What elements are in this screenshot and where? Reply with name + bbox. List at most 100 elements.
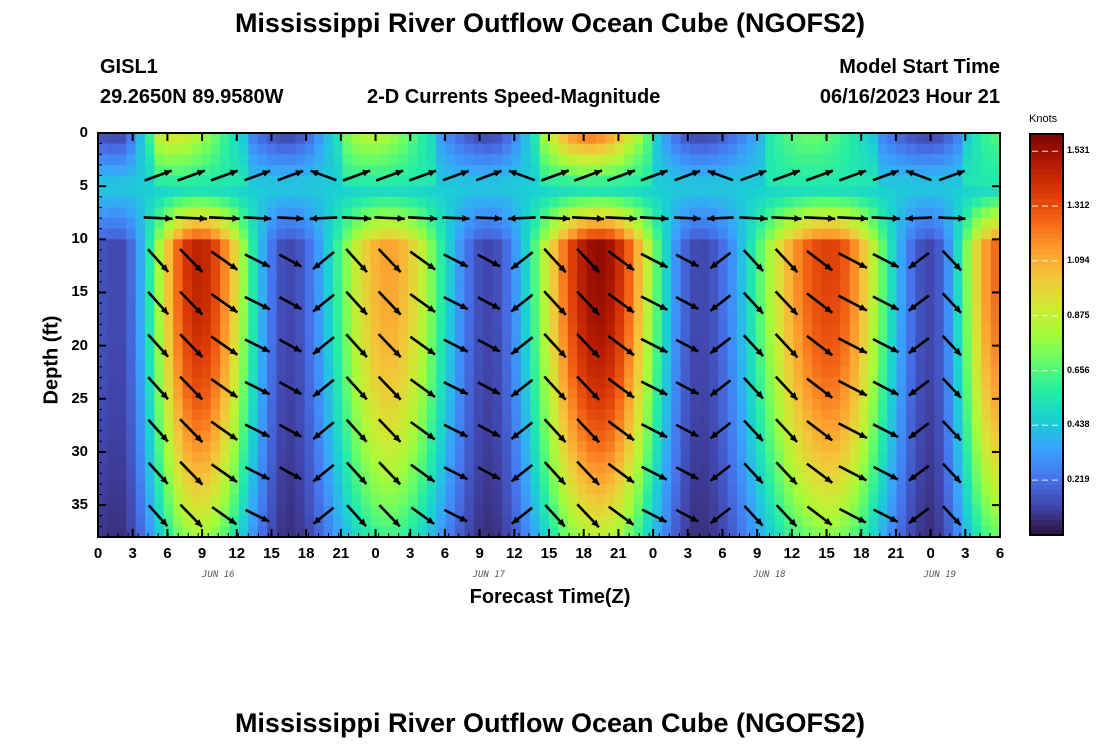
heat-cell <box>887 335 898 347</box>
arrow-head <box>659 169 668 177</box>
heat-cell <box>633 526 644 537</box>
heat-cell <box>483 133 494 145</box>
heat-cell <box>295 324 306 336</box>
heat-cell <box>981 515 992 527</box>
heat-cell <box>990 271 1000 283</box>
colorbar-cell <box>1030 439 1063 446</box>
heat-cell <box>802 196 813 209</box>
heat-cell <box>671 164 682 177</box>
heat-cell <box>727 154 738 166</box>
heat-cell <box>652 303 663 315</box>
arrow-head <box>591 434 600 443</box>
heat-cell <box>953 143 964 155</box>
heat-cell <box>370 430 381 442</box>
arrow-head <box>459 430 468 437</box>
heat-cell <box>98 430 108 442</box>
heat-cell <box>896 515 907 527</box>
x-axis-ticks <box>97 133 1001 537</box>
heat-cell <box>859 420 870 432</box>
heat-cell <box>332 175 343 187</box>
arrow-head <box>710 388 719 396</box>
heat-cell <box>191 409 202 421</box>
heat-cell <box>332 271 343 283</box>
heat-cell <box>849 249 860 262</box>
arrow-head <box>890 430 899 438</box>
heat-cell <box>605 164 616 177</box>
heat-cell <box>201 505 212 517</box>
arrow-head <box>430 214 438 222</box>
heat-cell <box>896 292 907 304</box>
heat-cell <box>971 154 982 166</box>
arrow-head <box>908 431 917 439</box>
heat-cell <box>746 164 757 177</box>
heat-cell <box>398 356 409 368</box>
heat-cell <box>238 398 249 411</box>
heat-cell <box>502 207 513 219</box>
heat-cell <box>201 271 212 283</box>
heat-cell <box>567 451 578 464</box>
heat-cell <box>220 505 231 517</box>
heat-cell <box>614 207 625 219</box>
heat-cell <box>370 345 381 357</box>
heat-cell <box>708 196 719 209</box>
heat-cell <box>379 473 390 485</box>
heat-cell <box>586 249 597 262</box>
heat-cell <box>990 249 1000 262</box>
heat-cell <box>727 473 738 485</box>
heat-cell <box>464 356 475 368</box>
heat-cell <box>473 186 484 198</box>
heat-cell <box>417 271 428 283</box>
heat-cell <box>727 494 738 506</box>
heat-cell <box>671 313 682 325</box>
colorbar-cell <box>1030 509 1063 516</box>
heat-cell <box>896 366 907 379</box>
heat-cell <box>906 196 917 209</box>
heat-cell <box>238 218 249 230</box>
heat-cell <box>840 356 851 368</box>
heat-cell <box>417 313 428 325</box>
heat-cell <box>708 483 719 496</box>
heat-cell <box>210 515 221 527</box>
heat-cell <box>774 260 785 272</box>
heat-cell <box>98 239 108 251</box>
arrow-head <box>426 517 435 524</box>
heat-cell <box>812 175 823 187</box>
heat-cell <box>135 154 146 166</box>
heat-cell <box>191 505 202 517</box>
heat-cell <box>887 228 898 240</box>
heat-cell <box>746 249 757 262</box>
heat-cell <box>736 249 747 262</box>
heat-cell <box>624 271 635 283</box>
heat-cell <box>126 398 137 411</box>
heat-cell <box>304 175 315 187</box>
heat-cell <box>727 335 738 347</box>
heat-cell <box>812 409 823 421</box>
heat-cell <box>840 133 851 145</box>
heat-cell <box>849 366 860 379</box>
heat-cell <box>379 239 390 251</box>
heat-cell <box>173 441 184 453</box>
heat-cell <box>473 218 484 230</box>
heat-cell <box>464 335 475 347</box>
heat-cell <box>783 303 794 315</box>
heat-cell <box>398 324 409 336</box>
heat-cell <box>473 398 484 411</box>
colorbar-cell <box>1030 514 1063 521</box>
heat-cell <box>624 366 635 379</box>
heat-cell <box>765 420 776 432</box>
heat-cell <box>774 324 785 336</box>
heat-cell <box>633 377 644 389</box>
heat-cell <box>736 494 747 506</box>
heat-cell <box>906 249 917 262</box>
heat-cell <box>887 356 898 368</box>
heat-cell <box>220 377 231 389</box>
heat-cell <box>746 409 757 421</box>
heat-cell <box>370 292 381 304</box>
heat-cell <box>652 388 663 400</box>
heat-cell <box>304 335 315 347</box>
heat-cell <box>736 505 747 517</box>
heat-cell <box>793 505 804 517</box>
heat-cell <box>511 271 522 283</box>
heat-cell <box>107 218 118 230</box>
heat-cell <box>981 313 992 325</box>
